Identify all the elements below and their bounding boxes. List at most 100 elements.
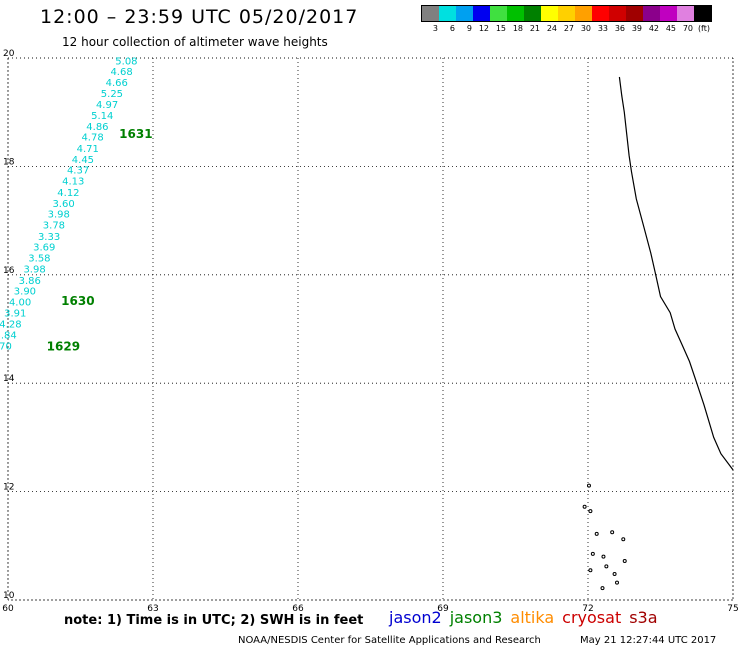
credit-text: NOAA/NESDIS Center for Satellite Applica… <box>238 635 541 646</box>
legend-swatch <box>643 6 660 21</box>
swh-value: 4.71 <box>77 144 99 155</box>
y-tick-label: 20 <box>3 49 15 59</box>
legend-tick-labels: 3 6 9 12 15 18 21 24 27 30 33 36 39 42 45 70 (ft) <box>421 24 712 33</box>
legend-swatches <box>421 5 712 22</box>
legend-tick-label: 3 <box>432 24 438 33</box>
legend-tick-label: 9 <box>466 24 472 33</box>
legend-tick-label: (ft) <box>697 24 710 33</box>
legend-tick-label: 42 <box>648 24 659 33</box>
legend-swatch <box>592 6 609 21</box>
legend-tick-label: 6 <box>449 24 455 33</box>
swh-value: 4.28 <box>0 320 22 331</box>
legend-tick-label: 45 <box>665 24 676 33</box>
legend-swatch <box>507 6 524 21</box>
island <box>610 530 615 535</box>
coastline <box>618 76 734 471</box>
x-tick-label: 66 <box>292 604 304 614</box>
y-tick-label: 14 <box>3 374 15 384</box>
swh-value: 3.98 <box>23 264 45 275</box>
swh-value: 4.45 <box>72 155 94 166</box>
legend-tick-label: 70 <box>682 24 693 33</box>
page-title: 12:00 – 23:59 UTC 05/20/2017 <box>40 6 359 28</box>
legend-tick-label: 18 <box>512 24 523 33</box>
y-tick-label: 18 <box>3 157 15 167</box>
swh-value: 3.60 <box>52 199 74 210</box>
island <box>588 568 593 573</box>
swh-value: 3.84 <box>0 331 17 342</box>
legend-swatch <box>541 6 558 21</box>
island <box>604 564 609 569</box>
legend-tick-label: 36 <box>614 24 625 33</box>
legend-swatch <box>473 6 490 21</box>
x-tick-label: 63 <box>147 604 158 614</box>
y-tick-label: 10 <box>3 591 15 601</box>
x-tick-label: 69 <box>437 604 449 614</box>
x-tick-label: 60 <box>2 604 14 614</box>
swh-value: 3.86 <box>19 276 41 287</box>
legend-swatch <box>609 6 626 21</box>
legend-swatch <box>422 6 439 21</box>
legend-swatch <box>439 6 456 21</box>
swh-value: 4.12 <box>57 188 79 199</box>
satellite-name: s3a <box>629 608 658 627</box>
swh-color-legend: 3 6 9 12 15 18 21 24 27 30 33 36 39 42 45 70 (ft) <box>421 5 712 33</box>
legend-swatch <box>456 6 473 21</box>
generation-timestamp: May 21 12:27:44 UTC 2017 <box>580 635 717 646</box>
x-tick-label: 75 <box>727 604 738 614</box>
swh-value: 5.08 <box>115 56 137 67</box>
legend-swatch <box>490 6 507 21</box>
island <box>615 580 619 585</box>
time-label: 1629 <box>47 339 80 353</box>
swh-value: 3.33 <box>38 232 60 243</box>
swh-value: 4.68 <box>110 67 132 78</box>
swh-value: 4.78 <box>81 133 103 144</box>
legend-tick-label: 39 <box>631 24 642 33</box>
island <box>590 551 595 556</box>
swh-value: 4.66 <box>106 78 128 89</box>
swh-value: 5.25 <box>101 89 123 100</box>
island <box>622 558 627 563</box>
satellite-name: jason2 <box>389 608 442 627</box>
swh-value: 3.90 <box>14 287 36 298</box>
island <box>600 586 605 591</box>
legend-swatch <box>524 6 541 21</box>
island <box>582 504 587 509</box>
x-tick-label: 72 <box>582 604 593 614</box>
satellite-legend: jason2 jason3 altika cryosat s3a <box>389 608 666 627</box>
swh-value: 3.69 <box>33 243 55 254</box>
legend-tick-label: 33 <box>597 24 608 33</box>
legend-tick-label: 27 <box>563 24 574 33</box>
swh-value: 3.78 <box>43 220 65 231</box>
legend-tick-label: 30 <box>580 24 591 33</box>
plot-frame <box>7 57 734 601</box>
legend-tick-label: 24 <box>546 24 557 33</box>
legend-tick-label: 12 <box>478 24 489 33</box>
island <box>586 483 591 488</box>
y-tick-label: 16 <box>3 266 15 276</box>
page-subtitle: 12 hour collection of altimeter wave hei… <box>62 35 328 49</box>
swh-value: 4.13 <box>62 177 84 188</box>
swh-value: 3.91 <box>4 308 26 319</box>
island <box>594 531 599 536</box>
swh-value: 4.00 <box>9 297 31 308</box>
legend-swatch <box>558 6 575 21</box>
island <box>601 554 606 559</box>
island <box>612 571 617 576</box>
swh-value: 4.37 <box>67 166 89 177</box>
island <box>588 509 593 514</box>
satellite-name: cryosat <box>562 608 622 627</box>
legend-swatch <box>660 6 677 21</box>
legend-tick-label: 15 <box>495 24 506 33</box>
swh-value: 3.98 <box>48 210 70 221</box>
time-label: 1630 <box>61 294 94 308</box>
swh-value: 5.14 <box>91 111 113 122</box>
swh-value: 4.86 <box>86 122 108 133</box>
y-tick-label: 12 <box>3 483 14 493</box>
time-label: 1631 <box>119 127 152 141</box>
satellite-name: altika <box>510 608 555 627</box>
legend-swatch <box>677 6 694 21</box>
legend-tick-label: 21 <box>529 24 540 33</box>
swh-value: 3.58 <box>28 254 50 265</box>
legend-swatch <box>626 6 643 21</box>
